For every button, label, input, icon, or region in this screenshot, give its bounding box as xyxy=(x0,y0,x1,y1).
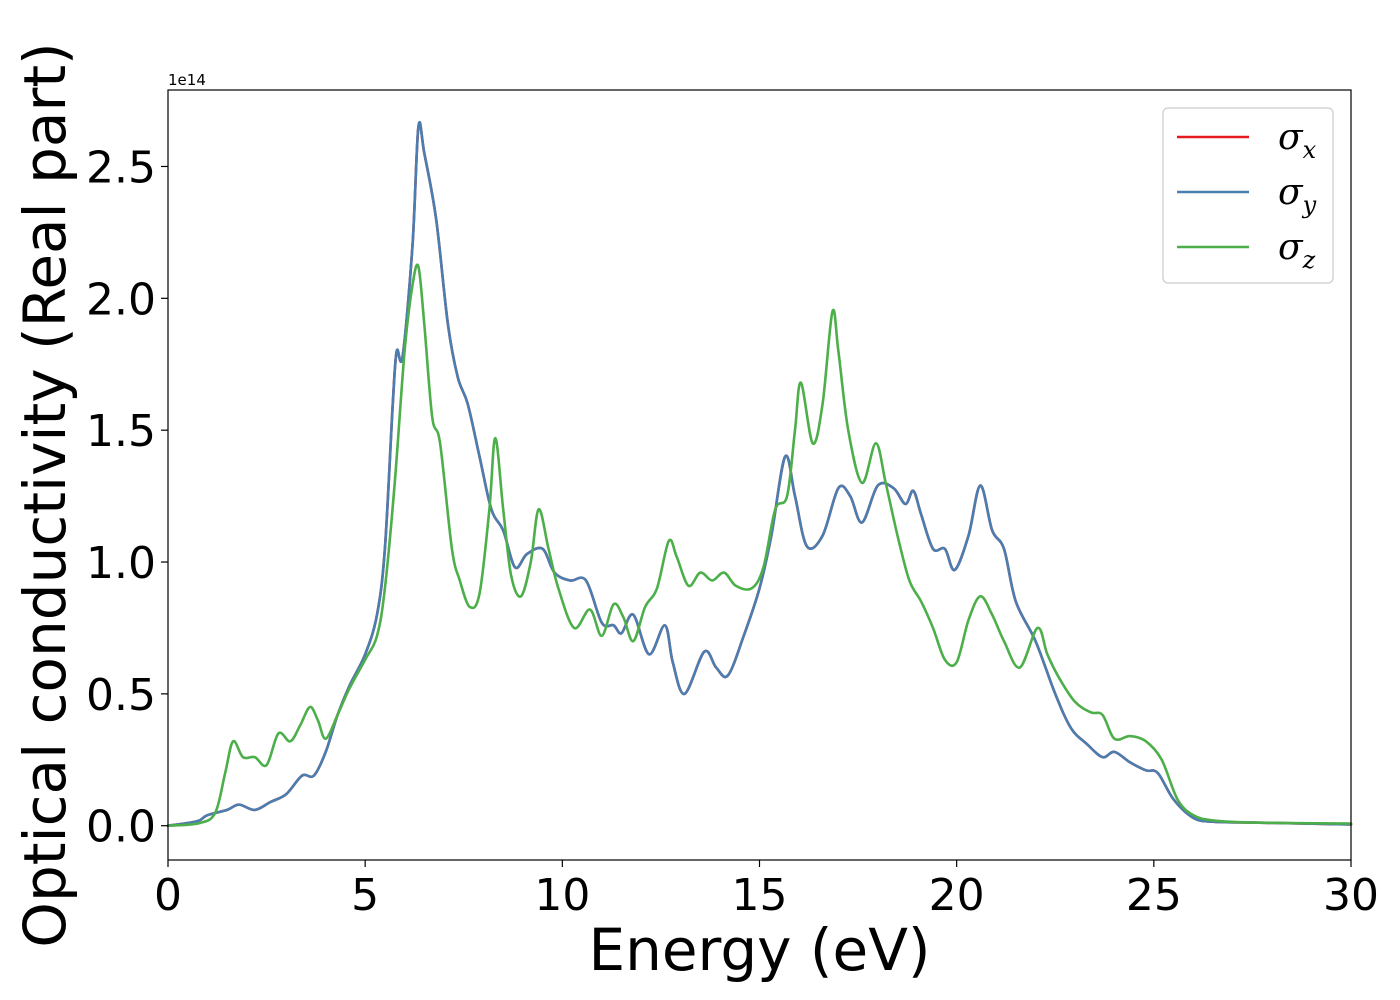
series-line-sigma-z xyxy=(166,263,1353,828)
y-tick-label: 1.5 xyxy=(86,406,156,457)
y-axis-offset-label: 1e14 xyxy=(168,71,206,89)
series-layer xyxy=(166,121,1353,828)
legend-label-sigma-z: σz xyxy=(1278,227,1316,274)
x-tick-label: 0 xyxy=(154,870,182,921)
y-tick-label: 2.0 xyxy=(86,274,156,325)
x-axis-title: Energy (eV) xyxy=(588,916,930,984)
y-tick-label: 1.0 xyxy=(86,538,156,589)
legend: σx σy σz xyxy=(1162,107,1334,284)
legend-label-sigma-y: σy xyxy=(1278,172,1317,219)
x-tick-label: 5 xyxy=(351,870,379,921)
y-tick-label: 0.5 xyxy=(86,670,156,721)
x-tick-label: 25 xyxy=(1126,870,1182,921)
legend-box xyxy=(1162,107,1334,284)
legend-label-sigma-x: σx xyxy=(1278,117,1317,164)
x-tick-label: 20 xyxy=(929,870,985,921)
x-tick-label: 30 xyxy=(1323,870,1379,921)
y-axis-title: Optical conductivity (Real part) xyxy=(11,42,79,947)
y-tick-label: 0.0 xyxy=(86,802,156,853)
y-tick-label: 2.5 xyxy=(86,142,156,193)
y-axis: 0.0 0.5 1.0 1.5 2.0 2.5 xyxy=(86,142,168,853)
x-tick-label: 15 xyxy=(732,870,788,921)
series-line-sigma-y xyxy=(166,121,1353,828)
x-tick-label: 10 xyxy=(534,870,590,921)
x-axis: 0 5 10 15 20 25 30 xyxy=(154,860,1379,921)
